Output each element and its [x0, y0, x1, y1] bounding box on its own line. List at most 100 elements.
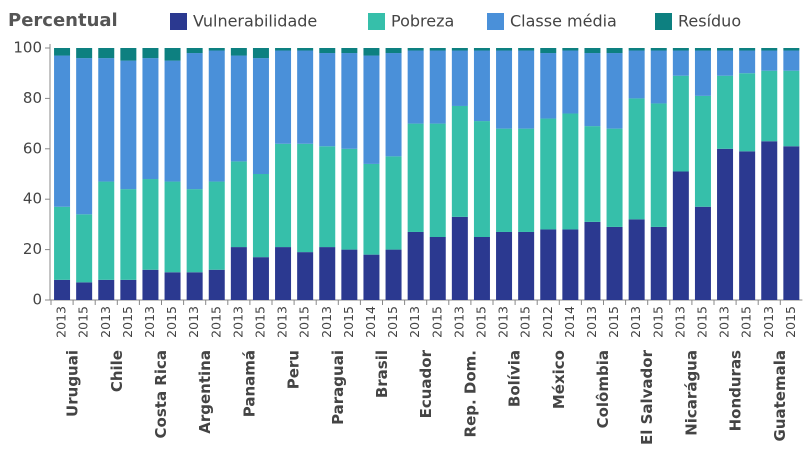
bar-segment [98, 58, 115, 182]
legend-label: Resíduo [678, 12, 741, 31]
bar-segment [54, 48, 71, 56]
bar-segment [120, 48, 137, 61]
bar-segment [518, 128, 535, 232]
bar-segment [518, 50, 535, 129]
bar-segment [672, 171, 689, 300]
bar-segment [650, 226, 667, 300]
bar-segment [783, 146, 800, 300]
legend-swatch [368, 13, 385, 30]
bar-segment [650, 50, 667, 104]
bar-segment [473, 121, 490, 237]
bar-segment [186, 272, 203, 300]
bar-segment [783, 70, 800, 147]
legend-label: Classe média [510, 12, 617, 31]
x-tick-label: 2013 [672, 306, 687, 338]
x-tick-label: 2013 [451, 306, 466, 338]
bar-segment [407, 50, 424, 124]
bar-segment [562, 48, 579, 51]
bar-segment [606, 48, 623, 54]
bar-segment [142, 48, 159, 59]
bar-segment [275, 247, 292, 300]
bar-segment [739, 151, 756, 300]
bar-segment [230, 48, 247, 56]
x-tick-label: 2015 [120, 306, 135, 338]
y-tick-label: 0 [32, 291, 42, 309]
bar-segment [76, 58, 93, 215]
bar-segment [208, 48, 225, 51]
bar-segment [694, 95, 711, 207]
y-tick-label: 40 [23, 190, 42, 208]
bar-segment [120, 279, 137, 300]
x-tick-label: 2015 [694, 306, 709, 338]
bar-segment [230, 55, 247, 162]
bar-segment [694, 50, 711, 96]
x-tick-label: 2015 [739, 306, 754, 338]
x-tick-label: 2013 [275, 306, 290, 338]
x-tick-label: 2013 [496, 306, 511, 338]
group-label: México [550, 350, 568, 409]
x-tick-label: 2013 [407, 306, 422, 338]
bar-segment [496, 231, 513, 300]
y-axis-label: Percentual [8, 10, 118, 31]
x-tick-label: 2015 [385, 306, 400, 338]
group-label: Honduras [727, 350, 745, 431]
bar-segment [540, 229, 557, 300]
group-label: Costa Rica [152, 350, 170, 438]
bar-segment [385, 48, 402, 54]
bar-segment [672, 48, 689, 51]
x-tick-label: 2012 [540, 306, 555, 338]
group-label: Paraguai [329, 350, 347, 425]
bar-segment [186, 48, 203, 54]
bar-segment [98, 181, 115, 280]
group-label: Bolívia [506, 350, 524, 407]
x-tick-label: 2015 [429, 306, 444, 338]
bar-segment [717, 148, 734, 300]
bar-segment [761, 141, 778, 300]
bar-segment [672, 50, 689, 76]
bar-segment [628, 98, 645, 220]
bar-segment [208, 50, 225, 182]
x-tick-label: 2013 [142, 306, 157, 338]
group-label: Colômbia [594, 350, 612, 428]
bar-segment [606, 53, 623, 129]
bar-segment [319, 247, 336, 300]
bar-segment [341, 148, 358, 250]
bar-segment [540, 48, 557, 54]
bar-segment [628, 50, 645, 99]
bar-segment [275, 48, 292, 51]
bar-segment [98, 279, 115, 300]
x-tick-label: 2015 [76, 306, 91, 338]
bar-segment [540, 118, 557, 230]
bar-segment [783, 48, 800, 51]
group-label: Ecuador [417, 349, 435, 418]
bar-segment [319, 146, 336, 248]
bar-segment [341, 53, 358, 149]
bar-segment [252, 257, 269, 300]
legend-swatch [655, 13, 672, 30]
bar-segment [164, 48, 181, 61]
bar-segment [363, 48, 380, 56]
bar-segment [363, 55, 380, 164]
bar-segment [297, 50, 314, 144]
x-tick-label: 2013 [319, 306, 334, 338]
bar-segment [628, 48, 645, 51]
bar-segment [186, 53, 203, 190]
group-label: Guatemala [771, 350, 789, 441]
bar-segment [54, 206, 71, 280]
bar-segment [142, 179, 159, 270]
x-tick-label: 2015 [252, 306, 267, 338]
bar-segment [761, 48, 778, 51]
bar-segment [385, 53, 402, 157]
x-tick-label: 2013 [761, 306, 776, 338]
bar-segment [363, 254, 380, 300]
x-tick-label: 2015 [606, 306, 621, 338]
bar-segment [584, 221, 601, 300]
x-tick-label: 2013 [230, 306, 245, 338]
x-tick-label: 2013 [584, 306, 599, 338]
group-label: Rep. Dom. [461, 350, 479, 437]
bar-segment [672, 75, 689, 172]
legend-label: Vulnerabilidade [193, 12, 317, 31]
bar-segment [761, 70, 778, 142]
bar-segment [429, 237, 446, 300]
